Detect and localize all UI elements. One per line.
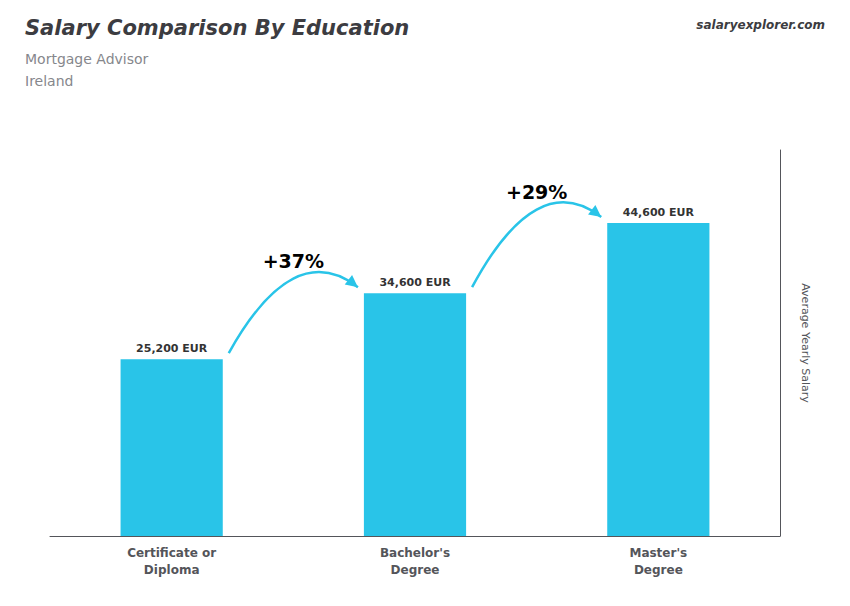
svg-text:Average Yearly Salary: Average Yearly Salary	[799, 283, 812, 403]
svg-text:Master's: Master's	[629, 546, 687, 560]
svg-text:Degree: Degree	[391, 563, 440, 577]
svg-text:Mortgage Advisor: Mortgage Advisor	[25, 51, 149, 67]
svg-text:+29%: +29%	[506, 181, 567, 203]
svg-text:+37%: +37%	[263, 250, 324, 272]
svg-text:44,600 EUR: 44,600 EUR	[623, 206, 695, 219]
svg-text:Salary Comparison By Education: Salary Comparison By Education	[25, 16, 409, 40]
svg-text:Diploma: Diploma	[144, 563, 200, 577]
svg-text:Certificate or: Certificate or	[127, 546, 216, 560]
svg-text:34,600 EUR: 34,600 EUR	[379, 276, 451, 289]
svg-text:Degree: Degree	[634, 563, 683, 577]
svg-text:salaryexplorer.com: salaryexplorer.com	[696, 18, 825, 32]
svg-text:Ireland: Ireland	[25, 73, 73, 89]
svg-text:25,200 EUR: 25,200 EUR	[136, 342, 208, 355]
svg-text:Bachelor's: Bachelor's	[380, 546, 450, 560]
